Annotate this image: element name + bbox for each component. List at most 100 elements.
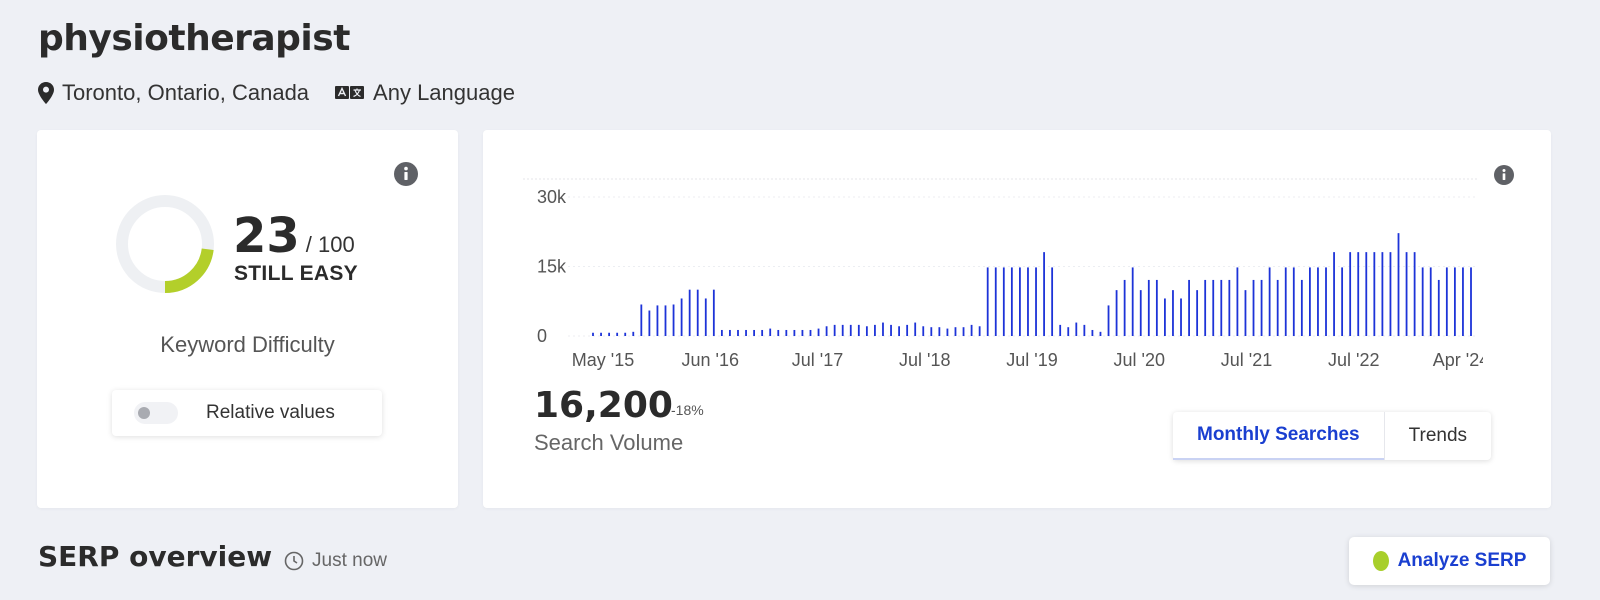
chart-bar — [1147, 279, 1150, 336]
chart-bar — [970, 324, 973, 336]
chart-bar — [761, 329, 764, 336]
chart-bar — [962, 327, 965, 336]
chart-bar — [898, 326, 900, 336]
chart-bar — [922, 326, 925, 336]
search-volume-label: Search Volume — [534, 430, 684, 455]
chart-bar — [1333, 252, 1335, 336]
info-icon[interactable] — [1494, 165, 1514, 185]
chart-bar — [1019, 267, 1021, 336]
search-volume-card: 0 15k 30k May '15 Jun '16 Jul '17 Jul '18 Jul '… — [483, 130, 1551, 508]
y-tick-label: 15k — [537, 257, 567, 277]
location-label: Toronto, Ontario, Canada — [62, 80, 310, 105]
chart-bar — [1470, 267, 1472, 336]
chart-bar — [624, 332, 627, 336]
difficulty-label: Keyword Difficulty — [160, 332, 335, 357]
chart-bar — [874, 324, 876, 336]
chart-bar — [1292, 267, 1295, 336]
chart-bar — [1308, 267, 1311, 336]
map-pin-icon — [38, 82, 54, 104]
chart-bar — [1397, 233, 1400, 336]
relative-values-toggle[interactable]: Relative values — [112, 390, 382, 436]
x-tick-label: Jul '20 — [1114, 350, 1165, 370]
chart-bar — [817, 328, 820, 336]
chart-bar — [1027, 267, 1029, 336]
x-tick-label: Apr '24 — [1433, 350, 1483, 370]
chart-bar — [1115, 290, 1118, 336]
chart-bar — [946, 328, 949, 336]
chart-bar — [1365, 252, 1368, 336]
tab-trends[interactable]: Trends — [1383, 412, 1491, 460]
chart-bar — [1317, 267, 1319, 336]
relative-values-label: Relative values — [206, 402, 335, 423]
chart-bar — [793, 329, 796, 336]
chart-bar — [1244, 290, 1247, 336]
chart-bar — [616, 332, 619, 336]
y-tick-label: 0 — [537, 326, 547, 346]
chart-bar — [1453, 267, 1456, 336]
chart-bar — [1437, 279, 1440, 336]
chart-bar — [1107, 305, 1110, 336]
chart-bar — [1010, 267, 1013, 336]
language-filter[interactable]: Any Language — [335, 80, 515, 106]
serp-overview-title: SERP overview — [38, 540, 273, 573]
difficulty-score-row: 23 / 100 — [233, 208, 355, 264]
language-icon — [335, 86, 365, 99]
analyze-serp-button[interactable]: Analyze SERP — [1349, 537, 1550, 585]
search-volume-chart: 0 15k 30k May '15 Jun '16 Jul '17 Jul '18 Jul '… — [523, 178, 1483, 370]
clock-icon — [284, 551, 304, 571]
location-filter[interactable]: Toronto, Ontario, Canada — [38, 80, 309, 106]
chart-bar — [1123, 279, 1126, 336]
chart-bar — [1284, 267, 1287, 336]
chart-bar — [1043, 252, 1045, 336]
chart-bar — [737, 329, 739, 336]
chart-bar — [720, 329, 723, 336]
keyword-title: physiotherapist — [38, 18, 350, 59]
difficulty-gauge-fill — [116, 195, 214, 293]
chart-bar — [1260, 279, 1263, 336]
x-tick-label: Jul '17 — [792, 350, 843, 370]
chart-bar — [600, 332, 602, 336]
chart-bar — [680, 298, 683, 336]
analyze-serp-label: Analyze SERP — [1397, 550, 1527, 571]
chart-bar — [809, 329, 812, 336]
tab-monthly-searches[interactable]: Monthly Searches — [1173, 412, 1384, 460]
chart-bar — [1325, 267, 1327, 336]
chart-bar — [656, 305, 659, 336]
chart-bar — [664, 305, 667, 336]
chart-bar — [648, 310, 651, 336]
chart-bar — [753, 329, 756, 336]
toggle-switch[interactable] — [134, 402, 178, 424]
chart-bar — [1204, 279, 1207, 336]
keyword-difficulty-card: 23 / 100 STILL EASY Keyword Difficulty R… — [37, 130, 458, 508]
chart-bar — [777, 329, 780, 336]
chart-bar — [841, 324, 844, 336]
chart-bar — [882, 322, 884, 336]
difficulty-score: 23 — [233, 208, 300, 264]
chart-bar — [1373, 252, 1376, 336]
x-tick-label: Jul '19 — [1006, 350, 1057, 370]
chart-bar — [1389, 252, 1392, 336]
chart-bar — [1405, 252, 1408, 336]
chart-bar — [1429, 267, 1432, 336]
chart-bar — [930, 327, 933, 336]
chart-bar — [1341, 267, 1344, 336]
analyze-status-dot — [1372, 551, 1389, 571]
chart-bar — [994, 267, 997, 336]
chart-bar — [986, 267, 989, 336]
chart-bar — [801, 329, 804, 336]
chart-bar — [688, 289, 691, 336]
keyword-meta: Toronto, Ontario, Canada Any Language — [38, 80, 541, 106]
chart-bar — [1445, 267, 1448, 336]
chart-bar — [1421, 267, 1424, 336]
chart-bar — [1357, 252, 1360, 336]
language-label: Any Language — [373, 80, 515, 105]
difficulty-status: STILL EASY — [234, 262, 358, 285]
info-icon[interactable] — [394, 162, 418, 186]
chart-bar — [1091, 329, 1094, 336]
chart-bar — [785, 329, 788, 336]
chart-bar — [1381, 252, 1384, 336]
chart-bar — [769, 328, 772, 336]
chart-bar — [914, 322, 917, 336]
chart-bar — [954, 327, 957, 336]
chart-mode-switch: Monthly Searches Trends — [1173, 412, 1492, 460]
